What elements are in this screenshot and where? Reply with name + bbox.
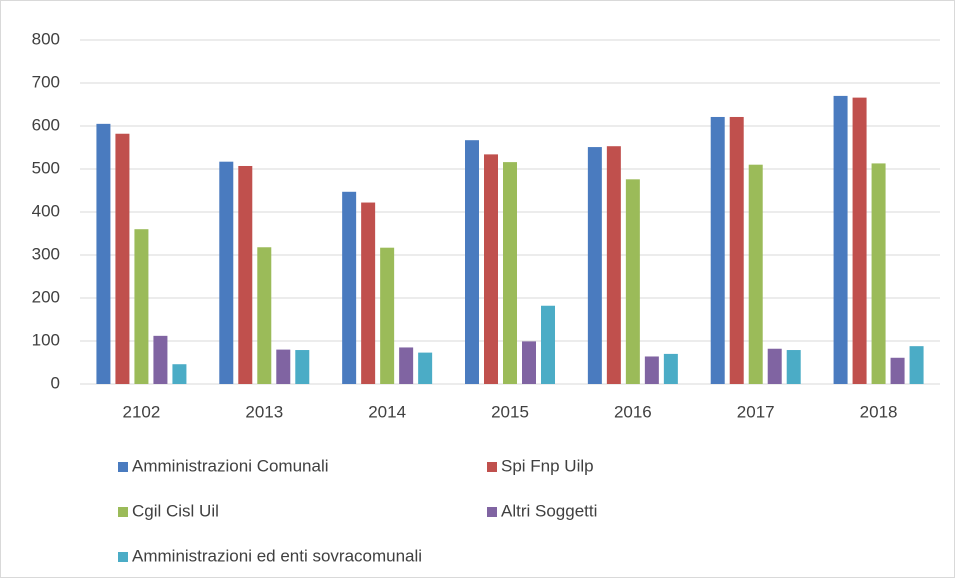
bar <box>625 179 640 384</box>
legend-swatch <box>487 462 497 472</box>
y-tick-label: 300 <box>32 244 60 263</box>
x-tick-label: 2017 <box>737 402 775 421</box>
bar <box>503 162 517 384</box>
bar <box>465 140 479 384</box>
bar <box>134 229 149 384</box>
x-tick-label: 2018 <box>860 402 898 421</box>
bar <box>361 202 376 384</box>
bar <box>522 341 536 384</box>
bar <box>418 352 433 384</box>
legend-label: Amministrazioni ed enti sovracomunali <box>132 546 422 565</box>
bar <box>871 163 886 384</box>
bar <box>295 350 310 384</box>
y-tick-label: 800 <box>32 29 60 48</box>
bar <box>238 165 253 384</box>
x-tick-label: 2016 <box>614 402 652 421</box>
y-tick-label: 100 <box>32 330 60 349</box>
bar <box>96 123 111 384</box>
bar <box>710 116 725 384</box>
bar <box>276 349 291 384</box>
bar <box>606 146 621 384</box>
bar <box>909 346 924 384</box>
bar <box>257 247 272 384</box>
legend-label: Amministrazioni Comunali <box>132 456 329 475</box>
legend-swatch <box>487 507 497 517</box>
y-tick-label: 600 <box>32 115 60 134</box>
bar <box>484 154 498 384</box>
bar <box>172 364 187 384</box>
x-tick-label: 2013 <box>245 402 283 421</box>
bar <box>890 357 905 384</box>
bar <box>852 97 867 385</box>
y-tick-label: 200 <box>32 287 60 306</box>
x-tick-label: 2102 <box>123 402 161 421</box>
legend-swatch <box>118 462 128 472</box>
bar <box>219 161 234 384</box>
bar <box>399 347 414 384</box>
bar <box>833 95 848 385</box>
bar <box>786 350 801 384</box>
y-tick-label: 0 <box>51 373 60 392</box>
legend-label: Cgil Cisl Uil <box>132 501 219 520</box>
bar <box>380 247 395 384</box>
x-tick-label: 2015 <box>491 402 529 421</box>
legend-label: Altri Soggetti <box>501 501 597 520</box>
y-tick-label: 500 <box>32 158 60 177</box>
y-tick-label: 700 <box>32 72 60 91</box>
bar <box>153 335 168 384</box>
legend-swatch <box>118 552 128 562</box>
legend-label: Spi Fnp Uilp <box>501 456 594 475</box>
bar <box>541 305 555 384</box>
legend-swatch <box>118 507 128 517</box>
bar <box>729 116 744 384</box>
bar <box>767 348 782 384</box>
bar <box>342 191 357 384</box>
bar <box>115 133 130 384</box>
bar <box>587 147 602 384</box>
bar <box>748 164 763 384</box>
bar <box>663 353 678 384</box>
y-tick-label: 400 <box>32 201 60 220</box>
bar <box>644 356 659 384</box>
x-tick-label: 2014 <box>368 402 406 421</box>
